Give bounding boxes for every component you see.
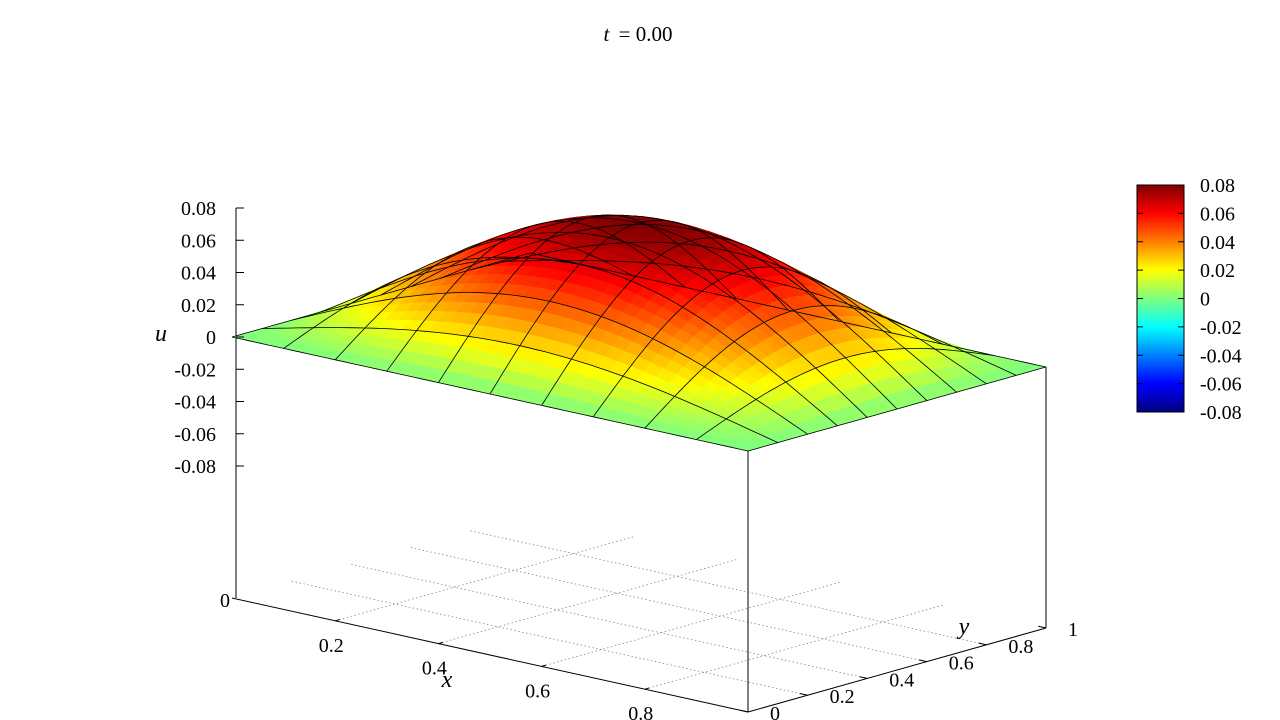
surface-mesh	[231, 214, 1047, 452]
colorbar-tick-label: 0.06	[1200, 203, 1235, 225]
y-tick-label: 0.2	[830, 686, 855, 708]
x-tick-label: 0.2	[319, 635, 344, 657]
colorbar-tick-label: -0.02	[1200, 317, 1242, 339]
y-tick-mark	[740, 709, 749, 713]
y-tick-label: 1	[1068, 619, 1078, 641]
y-tick-label: 0.6	[949, 653, 974, 675]
colorbar-gradient	[1136, 184, 1185, 413]
y-tick-mark	[1038, 625, 1047, 629]
floor-gridline-x	[438, 559, 737, 644]
colorbar-tick-label: -0.04	[1200, 345, 1242, 367]
mesh-line-y	[747, 366, 1047, 452]
y-axis-line	[747, 627, 1047, 713]
colorbar-tick-label: 0.02	[1200, 260, 1235, 282]
z-tick-label: -0.08	[174, 456, 216, 478]
z-tick-label: -0.02	[174, 359, 216, 381]
x-tick-label: 0	[220, 590, 230, 612]
z-tick-label: 0.02	[181, 295, 216, 317]
y-tick-mark	[799, 693, 808, 696]
tick-labels: 0.08 0.06 0.04 0.02 0 -0.02 -0.04 -0.06 -0.08 0 0.…	[174, 198, 1078, 720]
mesh-line-y	[644, 305, 943, 429]
z-tick-label: 0.04	[181, 263, 216, 285]
z-tick-label: 0.08	[181, 198, 216, 220]
z-tick-label: 0	[206, 327, 216, 349]
x-axis-line	[231, 597, 749, 713]
z-tick-label: -0.06	[174, 424, 216, 446]
floor-gridline-x	[541, 582, 840, 667]
x-tick-label: 0.4	[422, 658, 447, 680]
y-axis-label: y	[957, 614, 970, 640]
y-tick-label: 0.4	[889, 669, 914, 691]
colorbar-tick-label: 0	[1200, 289, 1210, 311]
mesh-line-y	[592, 266, 892, 418]
x-tick-label: 0.6	[525, 680, 550, 702]
mesh-line-y	[696, 348, 995, 440]
mesh-line-x	[410, 215, 928, 401]
x-tick-mark	[644, 687, 650, 690]
title-variable: t	[604, 22, 611, 46]
colorbar-tick-label: 0.04	[1200, 232, 1235, 254]
z-tick-label: 0.06	[181, 230, 216, 252]
floor-gridline-y	[410, 547, 927, 662]
z-tick-label: -0.04	[174, 392, 216, 414]
y-tick-label: 0	[770, 703, 780, 720]
colorbar-tick-label: -0.06	[1200, 374, 1242, 396]
floor-gridline-y	[351, 564, 868, 679]
colorbar-tick-label: 0.08	[1200, 175, 1235, 197]
chart-title: t = 0.00	[604, 22, 673, 46]
x-tick-mark	[335, 619, 340, 622]
y-tick-mark	[978, 642, 987, 646]
x-tick-mark	[438, 641, 444, 645]
title-value: = 0.00	[619, 22, 673, 46]
y-tick-mark	[859, 676, 868, 679]
floor-gridline-x	[335, 536, 634, 622]
front-edges	[747, 367, 1047, 712]
mesh-line-x	[529, 252, 1047, 368]
floor-gridline-y	[291, 580, 808, 696]
mesh-line-x	[470, 241, 987, 385]
z-axis-label: u	[155, 321, 167, 347]
y-tick-label: 0.8	[1008, 636, 1033, 658]
x-tick-label: 0.8	[628, 703, 653, 720]
mesh-line-x	[500, 260, 1017, 376]
floor-gridline-y	[470, 530, 987, 646]
x-tick-mark	[541, 664, 547, 667]
colorbar-tick-label: -0.08	[1200, 402, 1242, 424]
mesh-line-y	[541, 237, 840, 406]
floor-grid	[291, 530, 987, 696]
x-axis-label: x	[441, 667, 453, 693]
mesh-line-x	[380, 217, 898, 410]
surface	[231, 214, 1047, 452]
y-tick-mark	[918, 659, 927, 663]
colorbar: 0.08 0.06 0.04 0.02 0 -0.02 -0.04 -0.06 -0.08	[1136, 175, 1242, 424]
mesh-line-x	[440, 224, 957, 393]
